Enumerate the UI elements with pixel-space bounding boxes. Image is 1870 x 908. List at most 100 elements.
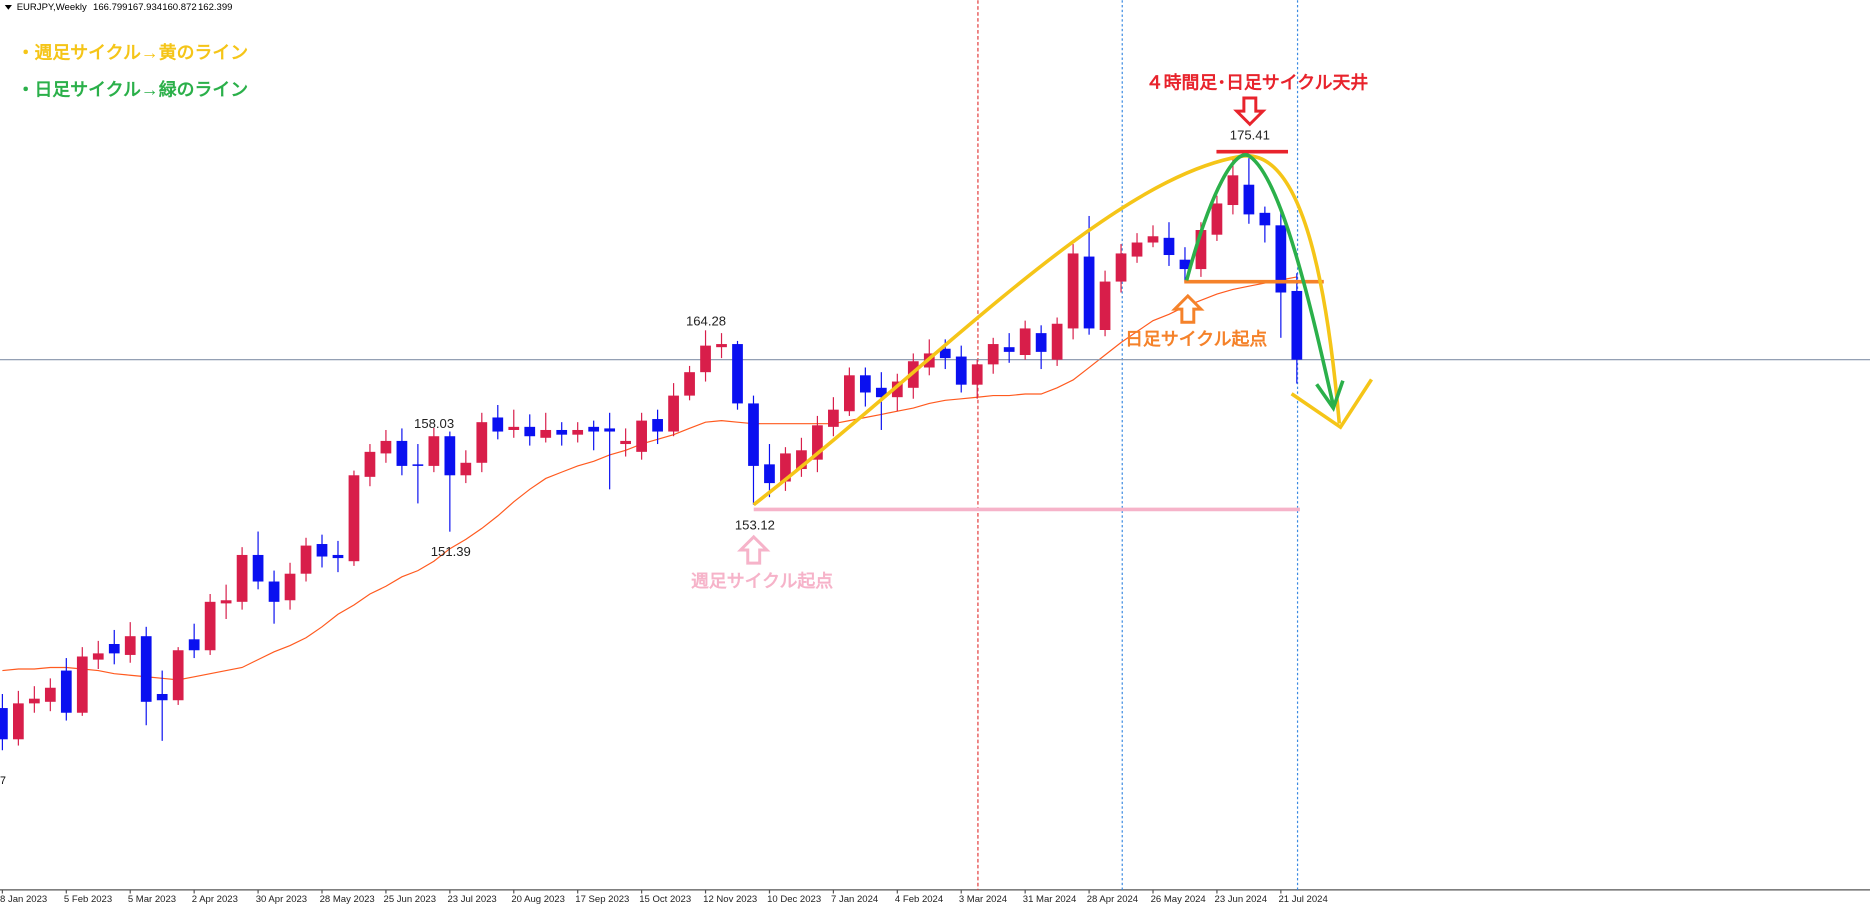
candle-body [812,425,823,460]
candle-body [0,708,8,740]
candle-body [1227,175,1239,206]
arrow-head [1290,378,1373,430]
plot [0,156,1870,751]
x-tick-label: 26 May 2024 [1151,894,1207,905]
candle-body [28,698,40,704]
symbol: EURJPY,Weekly [17,2,87,13]
x-tick-label: 28 May 2023 [320,894,375,905]
candle-body [1067,253,1079,329]
candle-body [332,554,344,559]
candle-body [412,464,424,466]
up-arrow [1171,293,1205,324]
candle-body [220,600,232,604]
candle-body [780,453,791,482]
candle-body [684,372,695,396]
candle-body [444,436,456,476]
candle-body [396,440,408,466]
candle-body [156,693,168,701]
candle-body [636,420,647,452]
candle-body [12,703,24,740]
x-tick-label: 4 Feb 2024 [895,894,944,905]
x-tick-label: 30 Apr 2023 [256,894,307,905]
daily-cycle-curve [1184,153,1336,407]
candle-body [875,387,887,398]
candle-body [380,440,392,454]
candle-body [604,428,616,432]
candle-body [492,417,504,432]
candle-body [556,429,568,435]
candle-body [348,475,360,562]
weekly-cycle-curve [752,154,1342,507]
arrow-head [1315,380,1345,412]
candle-body [891,381,903,398]
price-label: 153.12 [735,518,775,533]
candle-body [252,554,264,582]
candle-body [652,419,663,432]
candle-body [620,440,632,445]
x-tick-label: 10 Dec 2023 [767,894,821,905]
candle-body [540,429,552,438]
x-tick-label: 21 Jul 2024 [1278,894,1328,905]
annotation: 週足サイクル起点 [691,570,833,591]
candle-body [1211,203,1223,235]
candle-body [524,426,536,437]
candle-body [1051,323,1063,360]
down-arrow [1233,96,1267,127]
header-close: 162.399 [198,2,232,13]
candle-body [1115,253,1127,282]
candle-body [939,348,951,359]
candle-body [987,344,999,365]
header-high: 167.934 [128,2,163,13]
candle-body [732,344,743,404]
header-open: 166.799 [93,2,127,13]
x-tick-label: 5 Mar 2023 [128,894,176,905]
candle-body [764,464,775,484]
price-label: 164.28 [686,314,726,329]
candle-body [300,545,312,574]
candle-body [476,422,488,463]
candle-body [1259,212,1271,226]
candle-body [1179,259,1191,270]
candle-body [844,375,855,412]
candle-body [60,670,72,713]
candle-body [1243,184,1255,215]
x-tick-label: 20 Aug 2023 [511,894,565,905]
price-label: 151.39 [431,544,471,559]
candle-body [268,581,280,602]
candle-body [668,395,679,432]
candle-body [316,544,328,557]
candle-body [172,650,184,701]
price-label: 175.41 [1230,128,1270,143]
candle-body [76,656,88,713]
candle-body [700,345,711,373]
x-tick-label: 12 Nov 2023 [703,894,757,905]
candle-body [1035,333,1047,352]
x-tick-label: 2 Apr 2023 [192,894,238,905]
candle-body [859,375,871,393]
candle-body [364,451,376,477]
candle-body [284,573,296,601]
candle-body [236,554,248,602]
x-tick-label: 15 Oct 2023 [639,894,691,905]
candle-body [1275,225,1287,293]
candle-body [1083,256,1095,329]
candle-body [588,426,600,432]
x-tick-label: 8 Jan 2023 [0,894,47,905]
legend-note: ・週足サイクル→黄のライン [17,42,248,63]
candle-body [1195,230,1207,270]
candle-body [1291,290,1303,360]
candle-body [204,601,216,651]
x-tick-label: 25 Jun 2023 [384,894,436,905]
annotation: ４時間足･日足サイクル天井 [1146,71,1369,92]
candle-body [1147,236,1159,243]
x-tick-label: 23 Jun 2024 [1215,894,1268,905]
menu-icon [4,4,12,10]
candle-body [92,653,104,660]
candle-body [428,436,440,466]
header-low: 160.872 [162,2,196,13]
x-tick-label: 17 Sep 2023 [575,894,629,905]
legend-note: ・日足サイクル→緑のライン [17,79,248,100]
candle-body [140,636,152,702]
x-tick-label: 3 Mar 2024 [959,894,1008,905]
x-tick-label: 23 Jul 2023 [447,894,496,905]
